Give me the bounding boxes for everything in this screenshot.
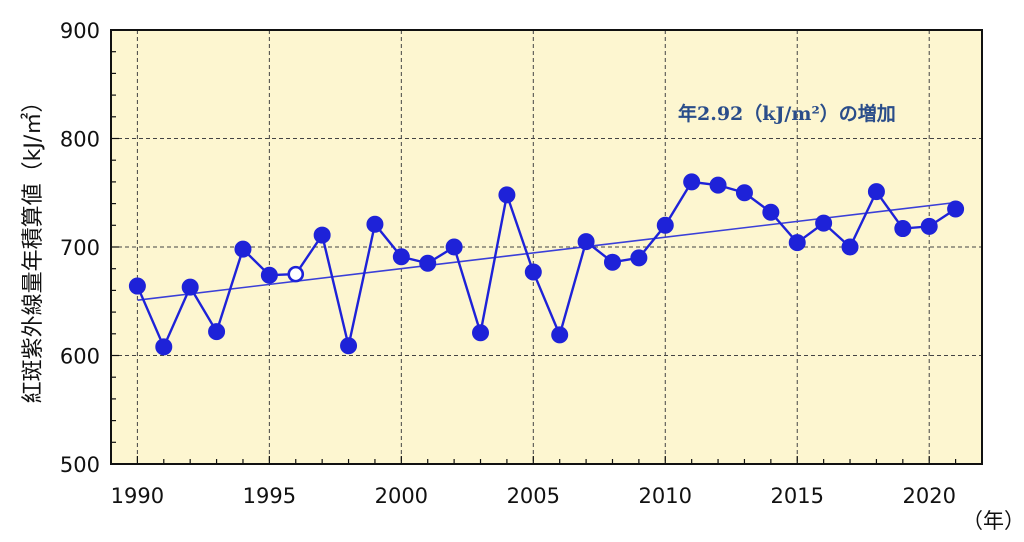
data-point-2003 — [472, 324, 490, 342]
data-point-2007 — [577, 233, 595, 251]
data-point-2009 — [630, 249, 648, 267]
data-point-2002 — [445, 238, 463, 256]
y-tick-label-500: 500 — [60, 453, 100, 477]
data-point-1991 — [155, 338, 173, 356]
data-point-1999 — [366, 215, 384, 233]
data-point-2021 — [947, 200, 965, 218]
data-point-2001 — [419, 254, 437, 272]
data-point-2015 — [788, 234, 806, 252]
data-point-2010 — [656, 216, 674, 234]
y-tick-labels: 500 600 700 800 900 — [60, 19, 100, 477]
data-point-1997 — [313, 226, 331, 244]
trend-annotation: 年2.92（kJ/m²）の増加 — [678, 102, 896, 125]
y-tick-label-700: 700 — [60, 236, 100, 260]
data-point-2008 — [603, 253, 621, 271]
x-tick-label-2000: 2000 — [375, 484, 428, 508]
data-point-2004 — [498, 186, 516, 204]
data-points — [128, 173, 965, 356]
data-point-2013 — [735, 184, 753, 202]
data-point-1998 — [340, 337, 358, 355]
x-tick-label-2015: 2015 — [771, 484, 824, 508]
x-tick-label-2010: 2010 — [639, 484, 692, 508]
x-tick-labels: 1990 1995 2000 2005 2010 2015 2020 — [111, 484, 956, 508]
x-axis-unit: （年） — [962, 509, 1024, 533]
y-tick-label-600: 600 — [60, 345, 100, 369]
data-point-1990 — [128, 277, 146, 295]
plot-border — [110, 29, 983, 465]
data-point-2005 — [524, 263, 542, 281]
y-tick-label-900: 900 — [60, 19, 100, 43]
data-point-2019 — [894, 220, 912, 238]
data-point-1996 — [287, 265, 305, 283]
data-point-1993 — [208, 323, 226, 341]
data-point-1992 — [181, 278, 199, 296]
data-point-2020 — [920, 217, 938, 235]
data-point-1994 — [234, 240, 252, 258]
data-point-2011 — [683, 173, 701, 191]
data-point-2006 — [551, 326, 569, 344]
x-tick-label-1995: 1995 — [243, 484, 296, 508]
data-point-2000 — [392, 248, 410, 266]
data-point-2017 — [841, 238, 859, 256]
data-point-1995 — [260, 266, 278, 284]
x-tick-label-1990: 1990 — [111, 484, 164, 508]
data-point-2012 — [709, 176, 727, 194]
data-point-2016 — [815, 214, 833, 232]
grid — [111, 30, 982, 464]
x-tick-label-2005: 2005 — [507, 484, 560, 508]
x-tick-label-2020: 2020 — [902, 484, 955, 508]
y-axis-label: 紅斑紫外線量年積算値（kJ/㎡） — [20, 91, 46, 404]
y-tick-label-800: 800 — [60, 128, 100, 152]
data-point-2018 — [867, 183, 885, 201]
data-point-2014 — [762, 203, 780, 221]
